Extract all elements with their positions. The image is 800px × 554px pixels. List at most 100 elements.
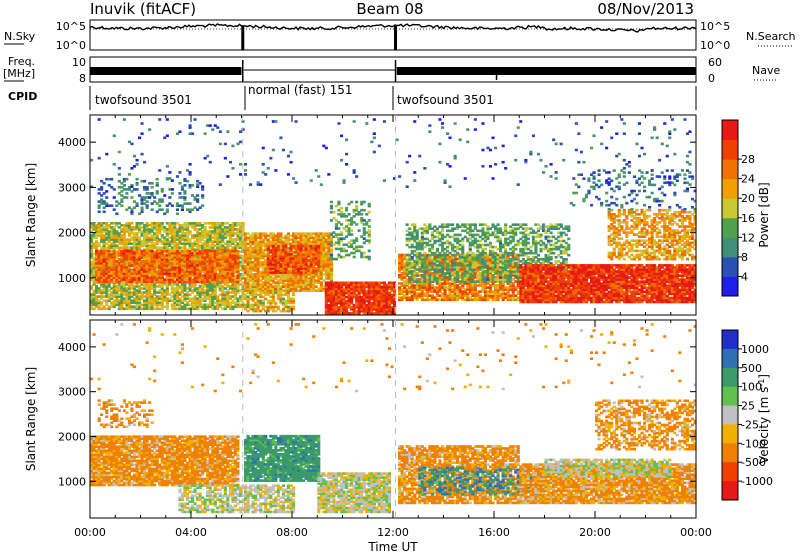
heatmap-cell [122, 236, 126, 239]
heatmap-cell [274, 244, 278, 248]
heatmap-cell [112, 232, 116, 235]
heatmap-cell [170, 254, 174, 258]
heatmap-cell [307, 260, 311, 264]
heatmap-cell [180, 256, 184, 259]
heatmap-cell [160, 270, 164, 273]
heatmap-cell [231, 253, 235, 257]
heatmap-cell [221, 299, 225, 302]
heatmap-cell [158, 256, 162, 259]
heatmap-cell [206, 240, 210, 243]
heatmap-cell [115, 291, 119, 294]
heatmap-cell [140, 303, 144, 307]
heatmap-cell [150, 253, 154, 257]
heatmap-cell [216, 299, 220, 302]
heatmap-cell [203, 226, 207, 229]
heatmap-cell [125, 177, 129, 181]
heatmap-cell [274, 301, 278, 305]
heatmap-cell [173, 305, 177, 309]
freq-trace [90, 60, 696, 82]
heatmap-cell [332, 243, 336, 247]
heatmap-cell [332, 310, 336, 313]
heatmap-cell [143, 287, 147, 290]
heatmap-cell [322, 240, 326, 244]
heatmap-cell [132, 226, 136, 229]
heatmap-cell [269, 295, 273, 299]
heatmap-cell [276, 255, 280, 258]
heatmap-cell [155, 297, 159, 300]
heatmap-cell [105, 230, 109, 233]
heatmap-cell [117, 262, 121, 265]
heatmap-cell [261, 269, 265, 272]
heatmap-cell [236, 278, 240, 281]
heatmap-cell [102, 260, 106, 263]
heatmap-cell [125, 260, 129, 263]
heatmap-cell [254, 258, 258, 262]
heatmap-cell [297, 255, 301, 258]
heatmap-cell [251, 234, 255, 238]
heatmap-cell [269, 251, 273, 254]
nsearch-label: N.Search [746, 30, 796, 43]
heatmap-cell [130, 210, 134, 214]
heatmap-cell [269, 279, 273, 282]
heatmap-cell [390, 306, 394, 309]
heatmap-cell [266, 279, 270, 282]
heatmap-cell [274, 275, 278, 278]
heatmap-cell [138, 212, 142, 216]
heatmap-cell [254, 269, 258, 272]
heatmap-cell [213, 295, 217, 298]
heatmap-cell [261, 303, 265, 307]
heatmap-cell [269, 263, 273, 266]
heatmap-cell [309, 285, 313, 288]
heatmap-cell [256, 287, 260, 290]
heatmap-cell [170, 240, 174, 243]
heatmap-cell [170, 222, 174, 225]
heatmap-cell [148, 303, 152, 307]
heatmap-cell [127, 283, 131, 286]
heatmap-cell [382, 295, 386, 299]
heatmap-cell [249, 240, 253, 244]
heatmap-cell [365, 285, 369, 289]
heatmap-cell [117, 266, 121, 269]
heatmap-cell [206, 307, 210, 311]
heatmap-cell [286, 285, 290, 288]
heatmap-cell [150, 226, 154, 229]
heatmap-cell [100, 303, 104, 307]
heatmap-cell [223, 258, 227, 261]
heatmap-cell [274, 263, 278, 266]
heatmap-cell [180, 287, 184, 290]
heatmap-cell [357, 299, 361, 303]
heatmap-cell [329, 289, 333, 293]
heatmap-cell [213, 230, 217, 233]
heatmap-cell [241, 293, 245, 296]
heatmap-cell [332, 235, 336, 238]
heatmap-cell [347, 219, 351, 222]
heatmap-cell [175, 244, 179, 247]
heatmap-cell [304, 281, 308, 284]
heatmap-cell [312, 255, 316, 258]
heatmap-cell [191, 297, 195, 300]
heatmap-cell [143, 198, 147, 201]
heatmap-cell [127, 222, 131, 225]
heatmap-cell [281, 259, 285, 262]
heatmap-cell [178, 226, 182, 229]
heatmap-cell [130, 238, 134, 241]
heatmap-cell [211, 236, 215, 239]
heatmap-cell [329, 241, 333, 245]
heatmap-cell [299, 287, 303, 290]
heatmap-cell [269, 269, 273, 272]
heatmap-cell [90, 226, 94, 229]
heatmap-cell [251, 263, 255, 266]
heatmap-cell [239, 277, 243, 280]
heatmap-cell [231, 301, 235, 304]
heatmap-cell [193, 289, 197, 292]
heatmap-cell [365, 312, 369, 315]
heatmap-cell [115, 266, 119, 269]
heatmap-cell [223, 260, 227, 263]
heatmap-cell [170, 242, 174, 245]
heatmap-cell [393, 299, 397, 303]
heatmap-cell [120, 242, 124, 245]
heatmap-cell [239, 242, 243, 245]
heatmap-cell [365, 295, 369, 299]
heatmap-cell [95, 291, 99, 294]
heatmap-cell [180, 262, 184, 265]
